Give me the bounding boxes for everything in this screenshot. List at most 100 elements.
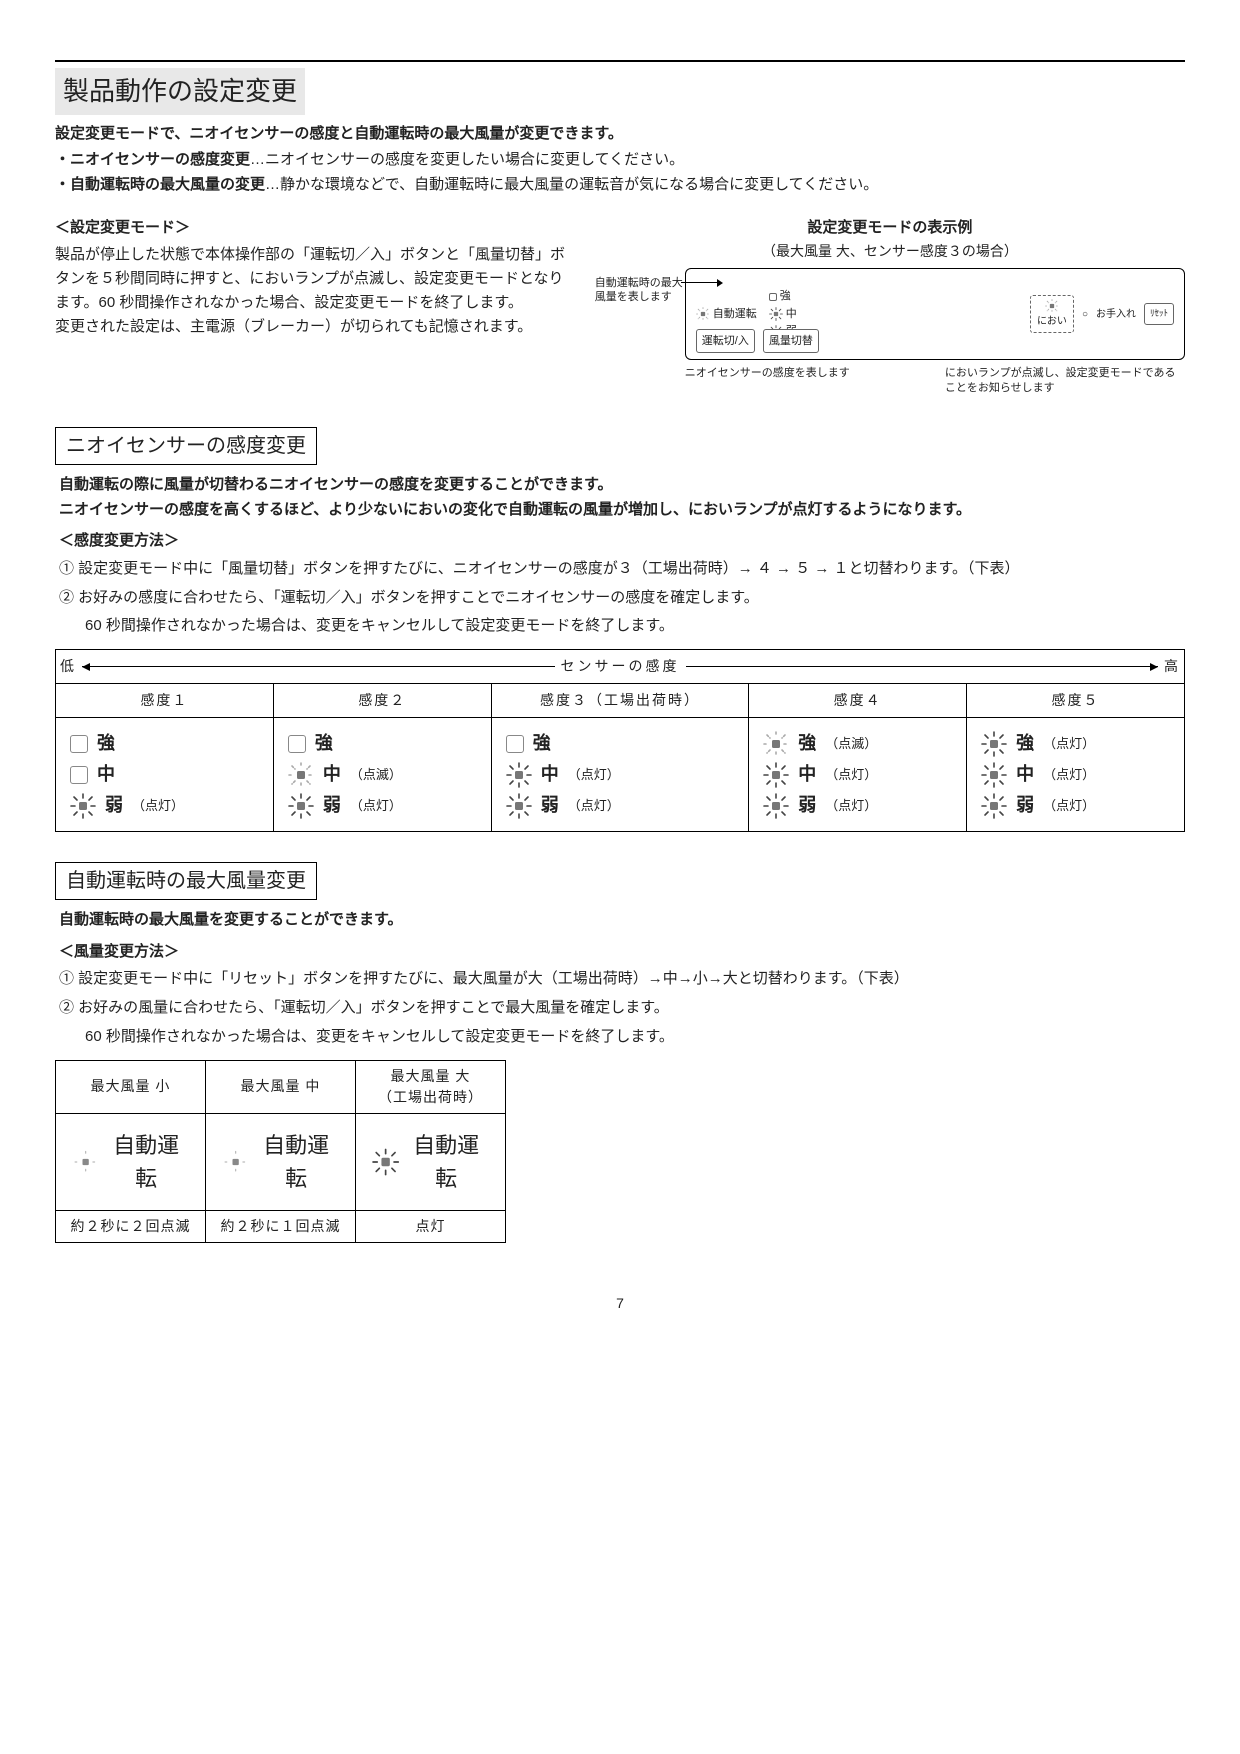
lvl-hi-label: 強 (312, 730, 336, 757)
top-rule (55, 60, 1185, 62)
led-mid-icon (769, 307, 783, 321)
sens-col-3: 感度４ (749, 684, 967, 718)
diagram-note1: ニオイセンサーの感度を表します (685, 366, 925, 397)
sensitivity-table: 低 センサーの感度 高 感度１感度２感度３（工場出荷時）感度４感度５ 強中弱（点… (55, 649, 1185, 832)
auto-col-2: 最大風量 大 （工場出荷時） (356, 1060, 506, 1113)
diagram-title: 設定変更モードの表示例 (595, 217, 1185, 240)
sens-header: ニオイセンサーの感度変更 (55, 427, 317, 465)
lvl-lo-label: 弱 (320, 792, 344, 819)
lvl-mid-label: 中 (320, 761, 344, 788)
led-auto-icon (696, 307, 710, 321)
auto-cell-label: 自動運転 (403, 1129, 489, 1195)
sens-p1: 自動運転の際に風量が切替わるニオイセンサーの感度を変更することができます。 (55, 473, 1185, 498)
sens-method: ＜感度変更方法＞ (59, 530, 1185, 553)
lvl-lo-label: 弱 (795, 792, 819, 819)
lvl-mid-label: 中 (538, 761, 562, 788)
sens-step2a: ② お好みの感度に合わせたら、「運転切／入」ボタンを押すことでニオイセンサーの感… (55, 586, 1185, 611)
auto-led-icon (372, 1148, 399, 1176)
sens-col-2: 感度３（工場出荷時） (491, 684, 748, 718)
led-blink-icon (288, 762, 314, 788)
led-off-icon (70, 766, 88, 784)
auto-header: 自動運転時の最大風量変更 (55, 862, 317, 900)
auto-foot-0: 約２秒に２回点滅 (56, 1210, 206, 1242)
lvl-hi-label: 強 (795, 730, 819, 757)
lvl-lo-state: （点灯） (568, 796, 620, 816)
intro-b1-rest: …ニオイセンサーの感度を変更したい場合に変更してください。 (250, 151, 684, 168)
btn-smell: におい (1037, 314, 1067, 329)
ind-mid: 中 (786, 306, 797, 323)
lvl-lo-state: （点灯） (825, 796, 877, 816)
lvl-mid-label: 中 (94, 761, 118, 788)
diagram-subtitle: （最大風量 大、センサー感度３の場合） (595, 241, 1185, 262)
lvl-hi-state: （点灯） (1043, 734, 1095, 754)
led-on-icon (70, 793, 96, 819)
auto-step2b: 60 秒間操作されなかった場合は、変更をキャンセルして設定変更モードを終了します… (81, 1025, 1185, 1050)
range-mid: センサーの感度 (561, 656, 680, 677)
auto-cell-label: 自動運転 (103, 1129, 189, 1195)
sens-cell-2: 強中（点灯）弱（点灯） (491, 718, 748, 832)
sens-col-0: 感度１ (56, 684, 274, 718)
lvl-lo-label: 弱 (1013, 792, 1037, 819)
btn-care: お手入れ (1096, 307, 1136, 322)
lvl-mid-state: （点灯） (1043, 765, 1095, 785)
lvl-mid-state: （点灯） (568, 765, 620, 785)
auto-table: 最大風量 小最大風量 中最大風量 大 （工場出荷時） 自動運転自動運転自動運転 … (55, 1060, 506, 1243)
nioi-led-icon (1045, 299, 1059, 313)
btn-fan: 風量切替 (763, 329, 819, 354)
diagram-note2: においランプが点滅し、設定変更モードであることをお知らせします (945, 366, 1185, 397)
sep-dot: ○ (1082, 307, 1088, 322)
intro-bullet1: ・ニオイセンサーの感度変更…ニオイセンサーの感度を変更したい場合に変更してくださ… (55, 149, 1185, 172)
intro-b2-bold: ・自動運転時の最大風量の変更 (55, 176, 265, 193)
lvl-hi-label: 強 (530, 730, 554, 757)
page-number: 7 (55, 1293, 1185, 1314)
page-title: 製品動作の設定変更 (55, 68, 305, 115)
auto-step1: ① 設定変更モード中に「リセット」ボタンを押すたびに、最大風量が大（工場出荷時）… (55, 967, 1185, 992)
sens-step2b: 60 秒間操作されなかった場合は、変更をキャンセルして設定変更モードを終了します… (81, 614, 1185, 639)
sens-col-1: 感度２ (273, 684, 491, 718)
auto-p1: 自動運転時の最大風量を変更することができます。 (55, 908, 1185, 933)
sens-cell-3: 強 （点滅） 中 （点灯） 弱 （点灯） (749, 718, 967, 832)
mode-body: 製品が停止した状態で本体操作部の「運転切／入」ボタンと「風量切替」ボタンを５秒間… (55, 243, 575, 339)
led-on-icon (981, 731, 1007, 757)
sens-cell-0: 強中弱（点灯） (56, 718, 274, 832)
ind-auto: 自動運転 (713, 306, 757, 323)
auto-cell-0: 自動運転 (56, 1113, 206, 1210)
auto-cell-1: 自動運転 (206, 1113, 356, 1210)
led-on-icon (981, 762, 1007, 788)
lvl-lo-label: 弱 (102, 792, 126, 819)
auto-col-0: 最大風量 小 (56, 1060, 206, 1113)
lvl-lo-state: （点灯） (350, 796, 402, 816)
led-hi-icon (769, 293, 777, 301)
auto-foot-1: 約２秒に１回点滅 (206, 1210, 356, 1242)
ind-hi: 強 (780, 288, 791, 305)
auto-foot-2: 点灯 (356, 1210, 506, 1242)
led-off-icon (506, 735, 524, 753)
led-blink-icon (763, 731, 789, 757)
nioi-box: におい (1030, 295, 1074, 333)
panel-diagram: 自動運転時の最大風量を表します 自動運転 強 中 弱 におい ○ (595, 268, 1185, 397)
lvl-mid-state: （点灯） (825, 765, 877, 785)
led-on-icon (763, 793, 789, 819)
auto-led-icon (222, 1148, 249, 1176)
lvl-mid-state: （点滅） (350, 765, 402, 785)
intro-line1: 設定変更モードで、ニオイセンサーの感度と自動運転時の最大風量が変更できます。 (55, 123, 1185, 146)
led-on-icon (763, 762, 789, 788)
diagram-left-label: 自動運転時の最大風量を表します (595, 276, 683, 305)
lvl-mid-label: 中 (1013, 761, 1037, 788)
intro-b2-rest: …静かな環境などで、自動運転時に最大風量の運転音が気になる場合に変更してください… (265, 176, 878, 193)
btn-reset: ﾘｾｯﾄ (1144, 303, 1174, 325)
auto-cell-2: 自動運転 (356, 1113, 506, 1210)
lvl-hi-state: （点滅） (825, 734, 877, 754)
led-on-icon (981, 793, 1007, 819)
lvl-lo-state: （点灯） (1043, 796, 1095, 816)
led-on-icon (506, 762, 532, 788)
auto-method: ＜風量変更方法＞ (59, 941, 1185, 964)
auto-col-1: 最大風量 中 (206, 1060, 356, 1113)
btn-power: 運転切/入 (696, 329, 755, 354)
lvl-mid-label: 中 (795, 761, 819, 788)
lvl-hi-label: 強 (1013, 730, 1037, 757)
sens-cell-1: 強中 （点滅） 弱 （点灯） (273, 718, 491, 832)
sens-p2: ニオイセンサーの感度を高くするほど、より少ないにおいの変化で自動運転の風量が増加… (55, 498, 1185, 523)
range-low: 低 (60, 656, 76, 677)
sens-step1: ① 設定変更モード中に「風量切替」ボタンを押すたびに、ニオイセンサーの感度が３（… (55, 557, 1185, 582)
